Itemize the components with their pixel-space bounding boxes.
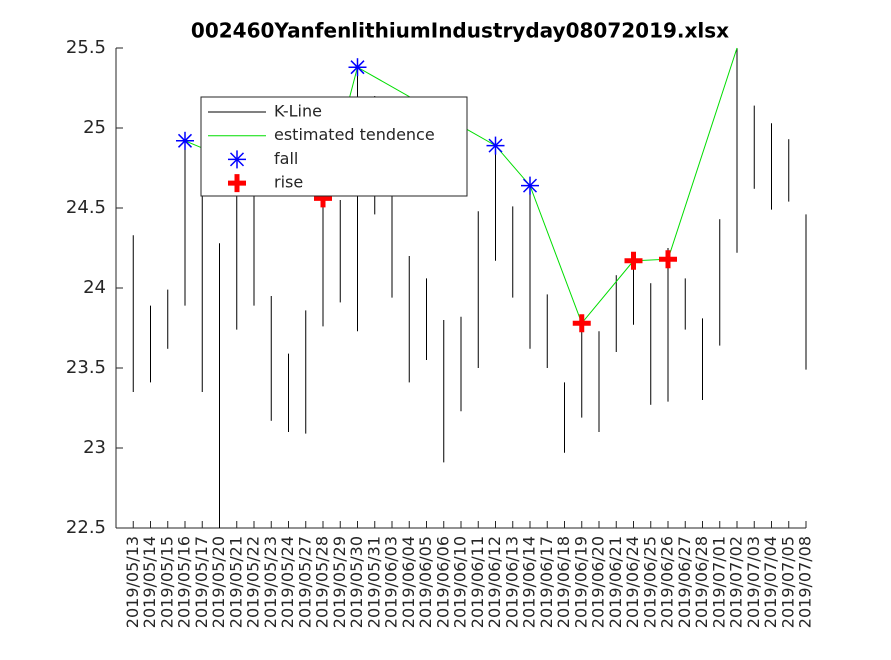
cross-shape [572,314,591,333]
x-tick-label: 2019/06/19 [571,536,590,628]
x-tick-label: 2019/06/10 [451,536,470,628]
x-tick-label: 2019/06/18 [554,536,573,628]
y-tick-label: 23.5 [66,357,106,378]
legend-label: rise [274,173,303,192]
x-tick-label: 2019/06/05 [416,536,435,628]
legend-label: fall [274,149,298,168]
legend-marker [228,174,246,193]
fall-marker [486,136,505,155]
x-tick-label: 2019/06/26 [658,536,677,628]
x-tick-label: 2019/05/20 [209,536,228,628]
x-tick-label: 2019/06/06 [433,536,452,628]
legend-label: estimated tendence [274,125,435,144]
legend-box [200,96,468,197]
fall-marker [521,176,539,195]
fall-marker [348,58,367,77]
x-tick-label: 2019/05/29 [330,536,349,628]
star-stroke [350,60,365,75]
cross-shape [659,250,677,269]
x-tick-label: 2019/07/04 [761,536,780,628]
x-tick-label: 2019/05/16 [175,536,194,628]
x-tick-label: 2019/07/03 [744,536,763,628]
x-tick-label: 2019/06/12 [485,536,504,628]
x-tick-label: 2019/06/27 [675,536,694,628]
x-tick-label: 2019/06/24 [623,536,642,628]
rise-marker [572,314,591,333]
cross-shape [228,174,246,193]
x-tick-label: 2019/07/05 [778,536,797,628]
legend-label: K-Line [274,102,322,121]
x-tick-label: 2019/06/21 [606,536,625,628]
star-stroke [229,152,245,167]
x-tick-label: 2019/06/03 [382,536,401,628]
x-tick-label: 2019/05/22 [244,536,263,628]
x-tick-label: 2019/05/21 [226,536,245,628]
chart-title: 002460YanfenlithiumIndustryday08072019.x… [191,19,729,43]
x-tick-label: 2019/05/30 [347,536,366,628]
x-tick-label: 2019/06/20 [589,536,608,628]
x-tick-label: 2019/06/17 [537,536,556,628]
x-tick-label: 2019/07/01 [709,536,728,628]
x-tick-label: 2019/05/15 [157,536,176,628]
x-tick-label: 2019/05/17 [192,536,211,628]
x-tick-label: 2019/06/28 [692,536,711,628]
x-tick-label: 2019/07/08 [796,536,815,628]
y-tick-label: 25 [83,117,106,138]
x-tick-label: 2019/05/14 [140,536,159,628]
x-tick-label: 2019/05/28 [313,536,332,628]
x-tick-label: 2019/05/13 [123,536,142,628]
x-tick-label: 2019/05/27 [295,536,314,628]
x-tick-label: 2019/05/23 [261,536,280,628]
x-tick-label: 2019/06/25 [640,536,659,628]
x-tick-label: 2019/06/14 [520,536,539,628]
y-tick-label: 22.5 [66,517,106,538]
x-tick-label: 2019/07/02 [727,536,746,628]
star-stroke [522,178,538,193]
x-tick-label: 2019/06/13 [502,536,521,628]
y-tick-label: 23 [83,437,106,458]
star-stroke [488,138,503,153]
star-stroke [177,133,193,148]
fall-marker [176,131,194,150]
rise-marker [624,251,643,270]
rise-marker [659,250,677,269]
legend-marker [228,150,246,169]
cross-shape [624,251,643,270]
y-tick-label: 25.5 [66,37,106,58]
y-tick-label: 24 [83,277,106,298]
x-tick-label: 2019/05/24 [278,536,297,628]
x-tick-label: 2019/06/11 [468,536,487,628]
x-tick-label: 2019/06/04 [399,536,418,628]
x-tick-label: 2019/05/31 [364,536,383,628]
y-tick-label: 24.5 [66,197,106,218]
